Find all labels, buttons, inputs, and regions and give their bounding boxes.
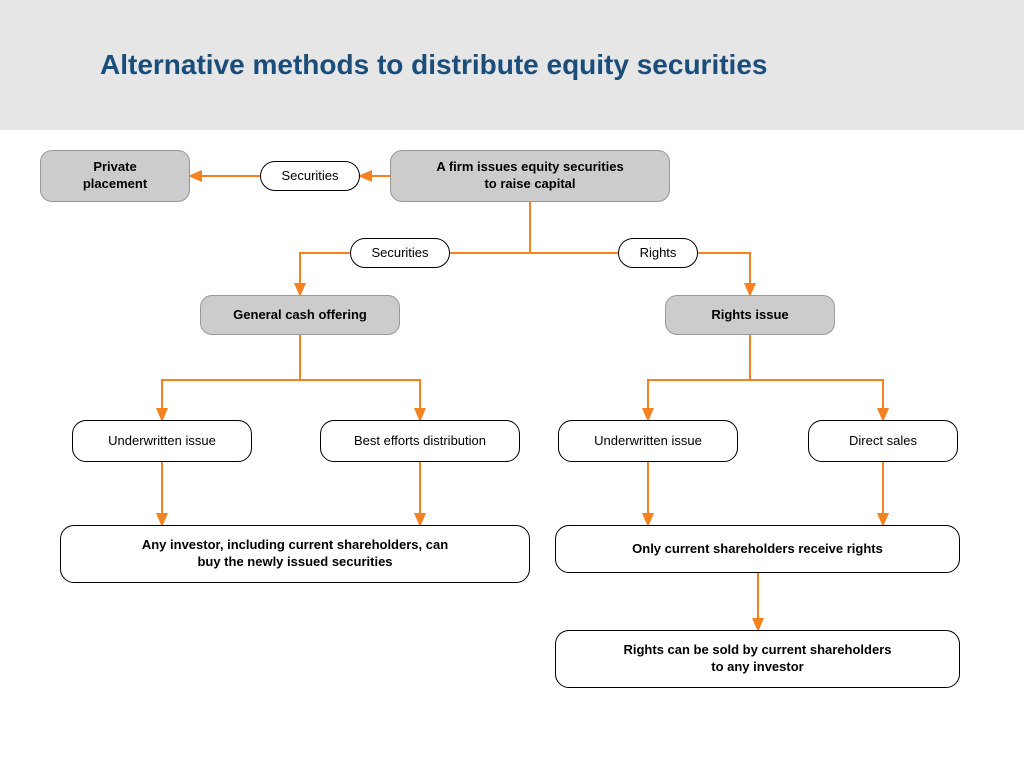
node-pill_rights: Rights bbox=[618, 238, 698, 268]
node-best: Best efforts distribution bbox=[320, 420, 520, 462]
edge-split3-direct bbox=[750, 380, 883, 420]
node-only_current: Only current shareholders receive rights bbox=[555, 525, 960, 573]
edge-split2-uw1 bbox=[162, 380, 300, 420]
edge-split2-best bbox=[300, 380, 420, 420]
node-private_placement: Privateplacement bbox=[40, 150, 190, 202]
flowchart-canvas: Privateplacement A firm issues equity sec… bbox=[0, 130, 1024, 768]
node-direct: Direct sales bbox=[808, 420, 958, 462]
node-pill_sec2: Securities bbox=[350, 238, 450, 268]
node-rights_issue: Rights issue bbox=[665, 295, 835, 335]
node-uw1: Underwritten issue bbox=[72, 420, 252, 462]
page-title: Alternative methods to distribute equity… bbox=[100, 49, 767, 81]
node-uw2: Underwritten issue bbox=[558, 420, 738, 462]
node-sold: Rights can be sold by current shareholde… bbox=[555, 630, 960, 688]
node-pill_sec1: Securities bbox=[260, 161, 360, 191]
header-bar: Alternative methods to distribute equity… bbox=[0, 0, 1024, 130]
edge-split3-uw2 bbox=[648, 380, 750, 420]
node-top: A firm issues equity securitiesto raise … bbox=[390, 150, 670, 202]
node-any_investor: Any investor, including current sharehol… bbox=[60, 525, 530, 583]
node-gco: General cash offering bbox=[200, 295, 400, 335]
